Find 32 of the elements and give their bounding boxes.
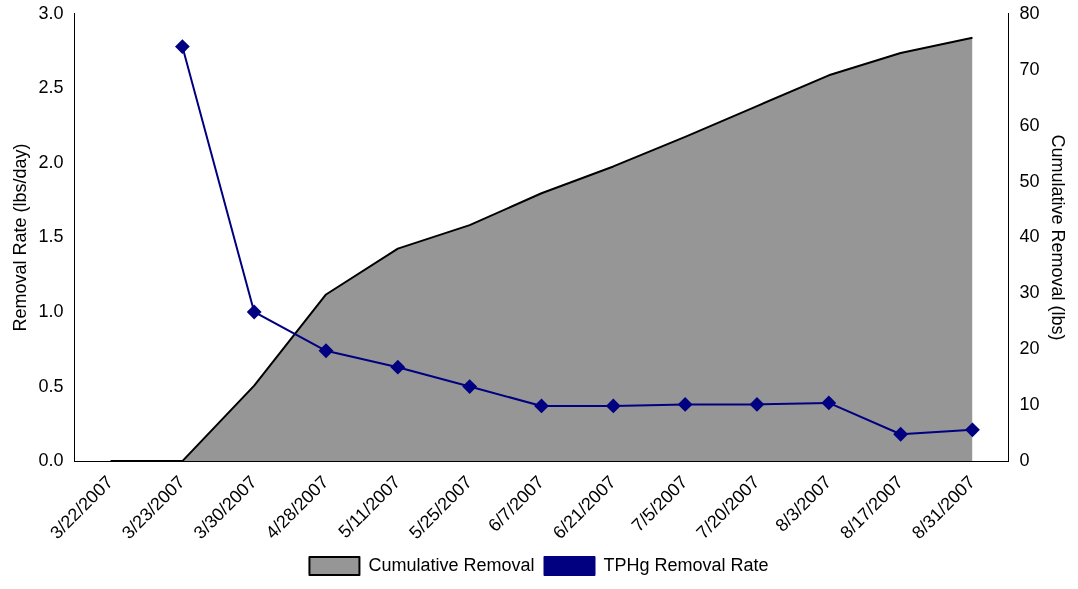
point xyxy=(893,427,908,442)
y-tick-label: 1.0 xyxy=(38,300,64,321)
y-tick-label: 2.0 xyxy=(38,151,64,172)
y2-tick-label: 60 xyxy=(1019,114,1040,135)
y-tick-label: 0.0 xyxy=(38,450,64,471)
point xyxy=(749,397,764,412)
point xyxy=(247,305,262,319)
legend-label: Cumulative Removal xyxy=(368,554,535,575)
y2-tick-label: 0 xyxy=(1019,450,1030,471)
y-axis-title: Removal Rate (lbs/day) xyxy=(9,143,30,332)
y2-tick-label: 30 xyxy=(1019,282,1040,303)
y-tick-label: 0.5 xyxy=(38,375,64,396)
y2-tick-label: 10 xyxy=(1019,394,1040,415)
point xyxy=(319,343,334,358)
point xyxy=(965,422,980,437)
point xyxy=(462,379,477,394)
y2-tick-label: 70 xyxy=(1019,58,1040,79)
y2-axis-title: Cumulative Removal (lbs) xyxy=(1048,134,1069,341)
y-tick-label: 3.0 xyxy=(38,2,64,23)
y-tick-label: 2.5 xyxy=(38,77,64,98)
legend-label: TPHg Removal Rate xyxy=(603,554,769,575)
y2-tick-label: 20 xyxy=(1019,338,1040,359)
point xyxy=(175,39,190,54)
point xyxy=(606,398,621,413)
y-tick-label: 1.5 xyxy=(38,226,64,247)
point xyxy=(821,395,836,410)
y2-tick-label: 50 xyxy=(1019,170,1040,191)
point xyxy=(678,397,693,412)
y2-tick-label: 40 xyxy=(1019,226,1040,247)
point xyxy=(534,398,549,413)
y2-tick-label: 80 xyxy=(1019,2,1040,23)
point xyxy=(390,360,405,375)
